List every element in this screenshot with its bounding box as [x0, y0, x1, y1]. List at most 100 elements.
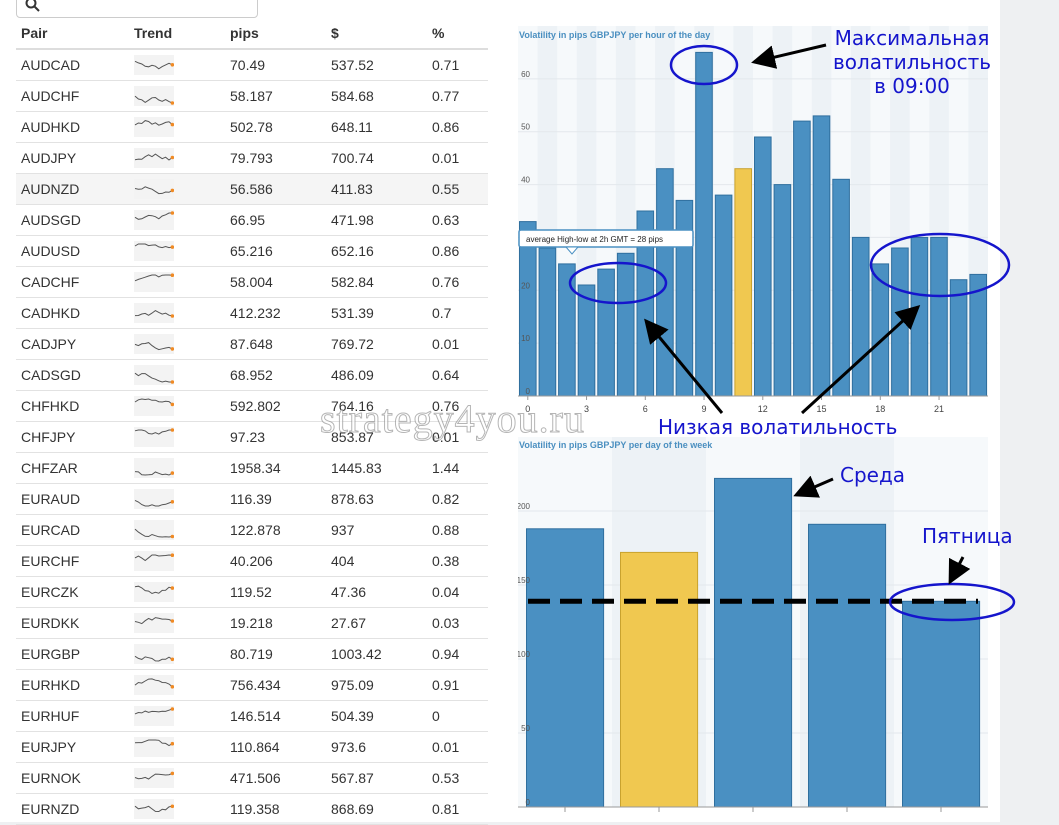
usd-cell: 1003.42 — [326, 638, 427, 670]
table-row[interactable]: AUDSGD 66.95 471.98 0.63 — [16, 204, 488, 236]
table-row[interactable]: CADHKD 412.232 531.39 0.7 — [16, 297, 488, 329]
pips-cell: 110.864 — [225, 731, 326, 763]
usd-cell: 27.67 — [326, 607, 427, 639]
tooltip-text: average High-low at 2h GMT = 28 pips — [526, 235, 663, 244]
table-row[interactable]: CADCHF 58.004 582.84 0.76 — [16, 266, 488, 298]
pips-cell: 116.39 — [225, 483, 326, 515]
y-tick-label: 200 — [518, 502, 531, 511]
trend-sparkline — [134, 117, 174, 137]
header-usd[interactable]: $ — [326, 18, 427, 50]
pair-cell: EURHKD — [16, 669, 129, 701]
x-tick-label: 15 — [817, 404, 827, 414]
pips-cell: 70.49 — [225, 49, 326, 81]
trend-sparkline — [134, 210, 174, 230]
header-percent[interactable]: % — [427, 18, 488, 50]
table-row[interactable]: CHFHKD 592.802 764.16 0.76 — [16, 390, 488, 422]
table-row[interactable]: EURCAD 122.878 937 0.88 — [16, 514, 488, 546]
search-box[interactable] — [16, 0, 258, 18]
table-row[interactable]: AUDUSD 65.216 652.16 0.86 — [16, 235, 488, 267]
chart-title: Volatility in pips GBPJPY per day of the… — [519, 440, 713, 450]
table-row[interactable]: EURGBP 80.719 1003.42 0.94 — [16, 638, 488, 670]
usd-cell: 878.63 — [326, 483, 427, 515]
table-row[interactable]: CADSGD 68.952 486.09 0.64 — [16, 359, 488, 391]
x-tick-label: 12 — [758, 404, 768, 414]
x-tick-label: 18 — [875, 404, 885, 414]
usd-cell: 486.09 — [326, 359, 427, 391]
usd-cell: 404 — [326, 545, 427, 577]
pips-cell: 756.434 — [225, 669, 326, 701]
pips-cell: 79.793 — [225, 142, 326, 174]
header-pips[interactable]: pips — [225, 18, 326, 50]
trend-sparkline — [134, 489, 174, 509]
table-row[interactable]: EURDKK 19.218 27.67 0.03 — [16, 607, 488, 639]
usd-cell: 853.87 — [326, 421, 427, 453]
trend-cell — [129, 173, 225, 205]
trend-sparkline — [134, 334, 174, 354]
usd-cell: 1445.83 — [326, 452, 427, 484]
table-row[interactable]: CADJPY 87.648 769.72 0.01 — [16, 328, 488, 360]
annotation-low-volatility: Низкая волатильность — [658, 415, 898, 439]
header-pair[interactable]: Pair — [16, 18, 129, 50]
trend-cell — [129, 359, 225, 391]
watermark: strategy4you.ru — [320, 396, 585, 442]
table-row[interactable]: CHFZAR 1958.34 1445.83 1.44 — [16, 452, 488, 484]
bar[interactable] — [714, 477, 793, 808]
pair-cell: AUDHKD — [16, 111, 129, 143]
pips-cell: 19.218 — [225, 607, 326, 639]
bar[interactable] — [620, 551, 699, 808]
usd-cell: 411.83 — [326, 173, 427, 205]
percent-cell: 0.63 — [427, 204, 488, 236]
table-row[interactable]: EURCHF 40.206 404 0.38 — [16, 545, 488, 577]
trend-cell — [129, 297, 225, 329]
usd-cell: 537.52 — [326, 49, 427, 81]
trend-sparkline — [134, 768, 174, 788]
pair-cell: AUDUSD — [16, 235, 129, 267]
chart-title: Volatility in pips GBPJPY per hour of th… — [519, 30, 710, 40]
percent-cell: 0.01 — [427, 142, 488, 174]
table-row[interactable]: AUDCAD 70.49 537.52 0.71 — [16, 49, 488, 81]
trend-cell — [129, 49, 225, 81]
x-tick-label: 6 — [643, 404, 648, 414]
table-row[interactable]: EURNZD 119.358 868.69 0.81 — [16, 793, 488, 825]
table-row[interactable]: EURHKD 756.434 975.09 0.91 — [16, 669, 488, 701]
pips-cell: 56.586 — [225, 173, 326, 205]
table-row[interactable]: EURNOK 471.506 567.87 0.53 — [16, 762, 488, 794]
header-trend[interactable]: Trend — [129, 18, 225, 50]
trend-cell — [129, 731, 225, 763]
y-tick-label: 10 — [521, 334, 530, 343]
table-row[interactable]: AUDJPY 79.793 700.74 0.01 — [16, 142, 488, 174]
table-row[interactable]: EURHUF 146.514 504.39 0 — [16, 700, 488, 732]
percent-cell: 0.01 — [427, 731, 488, 763]
usd-cell: 471.98 — [326, 204, 427, 236]
table-row[interactable]: EURJPY 110.864 973.6 0.01 — [16, 731, 488, 763]
trend-cell — [129, 266, 225, 298]
pair-cell: EURHUF — [16, 700, 129, 732]
table-row[interactable]: AUDCHF 58.187 584.68 0.77 — [16, 80, 488, 112]
table-row[interactable]: EURAUD 116.39 878.63 0.82 — [16, 483, 488, 515]
tooltip: average High-low at 2h GMT = 28 pips — [518, 229, 694, 255]
trend-cell — [129, 142, 225, 174]
table-row[interactable]: AUDHKD 502.78 648.11 0.86 — [16, 111, 488, 143]
usd-cell: 531.39 — [326, 297, 427, 329]
pair-cell: CHFZAR — [16, 452, 129, 484]
trend-sparkline — [134, 148, 174, 168]
usd-cell: 868.69 — [326, 793, 427, 825]
pair-cell: CHFHKD — [16, 390, 129, 422]
trend-sparkline — [134, 396, 174, 416]
trend-cell — [129, 638, 225, 670]
bar[interactable] — [808, 523, 887, 808]
percent-cell: 0.64 — [427, 359, 488, 391]
bar[interactable] — [526, 528, 605, 808]
table-row[interactable]: CHFJPY 97.23 853.87 0.01 — [16, 421, 488, 453]
table-row[interactable]: AUDNZD 56.586 411.83 0.55 — [16, 173, 488, 205]
percent-cell: 0.7 — [427, 297, 488, 329]
pips-cell: 146.514 — [225, 700, 326, 732]
pair-cell: CADSGD — [16, 359, 129, 391]
table-row[interactable]: EURCZK 119.52 47.36 0.04 — [16, 576, 488, 608]
pair-cell: AUDCAD — [16, 49, 129, 81]
trend-sparkline — [134, 179, 174, 199]
bar[interactable] — [902, 600, 981, 808]
trend-sparkline — [134, 799, 174, 819]
percent-cell: 0.71 — [427, 49, 488, 81]
percent-cell: 0.94 — [427, 638, 488, 670]
